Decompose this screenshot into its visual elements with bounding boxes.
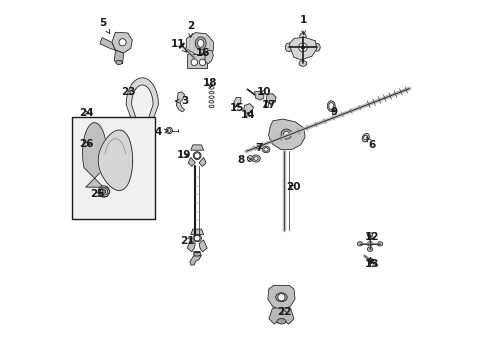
- Circle shape: [98, 186, 109, 197]
- Circle shape: [194, 235, 200, 241]
- Ellipse shape: [276, 319, 285, 324]
- Polygon shape: [190, 255, 201, 265]
- Ellipse shape: [197, 40, 203, 47]
- Polygon shape: [289, 37, 316, 60]
- Text: 25: 25: [90, 189, 104, 199]
- Ellipse shape: [298, 60, 306, 66]
- Ellipse shape: [193, 152, 201, 159]
- Polygon shape: [190, 229, 203, 234]
- Circle shape: [301, 45, 304, 49]
- Polygon shape: [188, 157, 195, 166]
- Text: 4: 4: [154, 127, 168, 136]
- Text: 1: 1: [300, 15, 306, 35]
- Circle shape: [100, 188, 107, 195]
- Ellipse shape: [377, 242, 382, 246]
- Bar: [72, 117, 155, 220]
- Text: 20: 20: [285, 182, 300, 192]
- Ellipse shape: [299, 33, 305, 40]
- Text: 17: 17: [262, 100, 276, 110]
- Text: 2: 2: [187, 21, 194, 37]
- Ellipse shape: [262, 146, 269, 153]
- Ellipse shape: [366, 247, 372, 251]
- Polygon shape: [268, 119, 305, 149]
- Circle shape: [167, 129, 171, 132]
- Polygon shape: [233, 98, 241, 107]
- Polygon shape: [112, 32, 132, 53]
- Text: 24: 24: [79, 108, 93, 118]
- Polygon shape: [268, 308, 293, 324]
- Polygon shape: [244, 104, 253, 113]
- Text: 23: 23: [121, 87, 135, 97]
- Text: 18: 18: [203, 78, 217, 88]
- Polygon shape: [187, 240, 195, 252]
- Polygon shape: [254, 91, 264, 100]
- Circle shape: [300, 45, 305, 50]
- Polygon shape: [199, 157, 206, 166]
- Ellipse shape: [192, 234, 201, 242]
- Circle shape: [194, 153, 200, 158]
- Circle shape: [165, 127, 172, 134]
- Text: 22: 22: [276, 307, 290, 317]
- Circle shape: [199, 59, 205, 66]
- Polygon shape: [267, 285, 294, 309]
- Circle shape: [283, 131, 289, 137]
- Ellipse shape: [193, 252, 201, 256]
- Ellipse shape: [251, 155, 260, 162]
- Text: 3: 3: [175, 96, 188, 106]
- Text: 5: 5: [99, 18, 110, 33]
- Text: 14: 14: [240, 111, 255, 121]
- Text: 15: 15: [230, 103, 244, 113]
- Ellipse shape: [253, 157, 258, 160]
- Text: 21: 21: [180, 236, 194, 246]
- Text: 10: 10: [257, 87, 271, 97]
- Polygon shape: [204, 50, 213, 64]
- Polygon shape: [82, 123, 106, 187]
- Polygon shape: [190, 145, 203, 150]
- Polygon shape: [100, 38, 115, 50]
- Polygon shape: [176, 92, 184, 112]
- Circle shape: [119, 39, 126, 46]
- Text: 6: 6: [366, 137, 375, 150]
- Circle shape: [102, 190, 105, 193]
- Ellipse shape: [366, 233, 372, 237]
- Ellipse shape: [281, 129, 291, 139]
- Circle shape: [298, 43, 306, 51]
- Ellipse shape: [357, 242, 362, 246]
- Ellipse shape: [136, 127, 148, 132]
- Text: 7: 7: [255, 143, 262, 153]
- Text: 26: 26: [79, 139, 93, 149]
- Ellipse shape: [285, 43, 291, 51]
- Polygon shape: [265, 94, 276, 104]
- Ellipse shape: [195, 37, 206, 50]
- Circle shape: [247, 156, 253, 161]
- Circle shape: [191, 59, 197, 66]
- Polygon shape: [126, 78, 158, 132]
- Polygon shape: [186, 33, 213, 55]
- Polygon shape: [199, 240, 207, 252]
- Ellipse shape: [326, 101, 335, 112]
- Text: 8: 8: [237, 155, 251, 165]
- Text: 13: 13: [364, 259, 378, 269]
- Text: 11: 11: [171, 39, 186, 52]
- Text: 12: 12: [364, 232, 378, 242]
- Ellipse shape: [264, 148, 267, 151]
- Text: 19: 19: [176, 150, 190, 160]
- Circle shape: [277, 294, 285, 301]
- Text: 9: 9: [330, 107, 337, 117]
- Circle shape: [367, 241, 372, 246]
- Ellipse shape: [275, 293, 286, 302]
- Ellipse shape: [314, 43, 320, 51]
- Ellipse shape: [116, 60, 122, 64]
- Circle shape: [363, 135, 367, 140]
- Text: 16: 16: [196, 48, 210, 58]
- Polygon shape: [114, 50, 123, 64]
- Polygon shape: [131, 85, 153, 126]
- Polygon shape: [98, 130, 132, 190]
- Polygon shape: [187, 54, 207, 68]
- Circle shape: [298, 43, 306, 51]
- Ellipse shape: [328, 103, 333, 110]
- Ellipse shape: [362, 134, 368, 142]
